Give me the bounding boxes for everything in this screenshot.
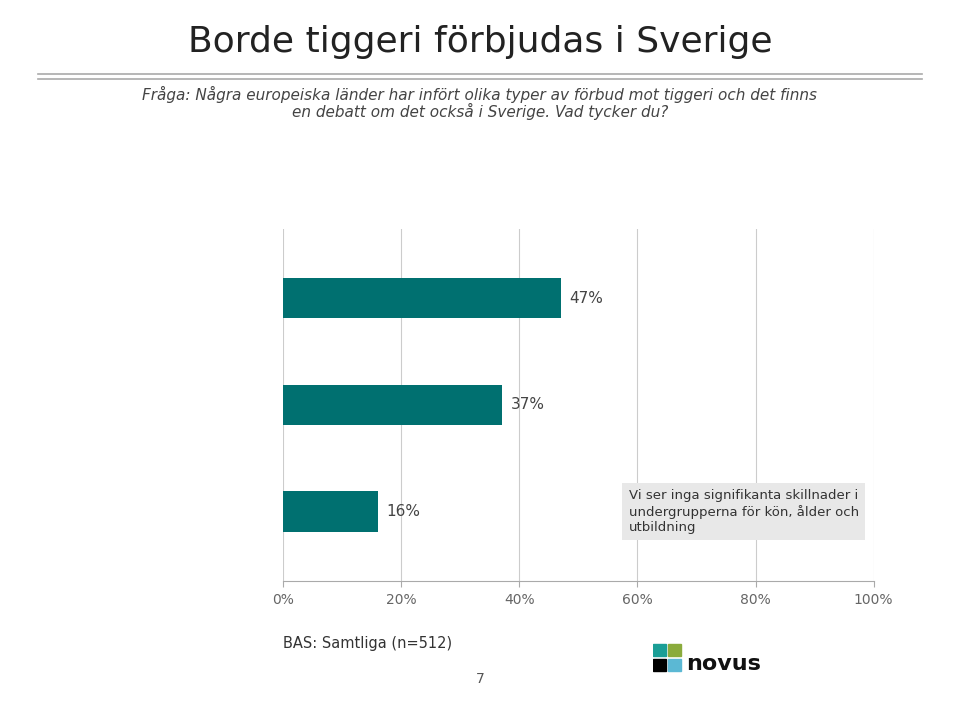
Text: BAS: Samtliga (n=512): BAS: Samtliga (n=512) xyxy=(283,636,452,651)
Text: Vi ser inga signifikanta skillnader i
undergrupperna för kön, ålder och
utbildni: Vi ser inga signifikanta skillnader i un… xyxy=(629,489,858,534)
Bar xyxy=(283,491,377,532)
Bar xyxy=(668,643,682,656)
Bar xyxy=(283,278,561,318)
Bar xyxy=(653,659,666,672)
Text: novus: novus xyxy=(686,654,761,674)
Text: Fråga: Några europeiska länder har infört olika typer av förbud mot tiggeri och : Fråga: Några europeiska länder har inför… xyxy=(142,86,818,103)
Text: 37%: 37% xyxy=(511,397,544,413)
Text: 16%: 16% xyxy=(387,504,420,519)
Text: Borde tiggeri förbjudas i Sverige: Borde tiggeri förbjudas i Sverige xyxy=(188,25,772,58)
Bar xyxy=(668,659,682,672)
Text: 7: 7 xyxy=(475,672,485,686)
Bar xyxy=(653,643,666,656)
Text: 47%: 47% xyxy=(569,291,604,306)
Text: en debatt om det också i Sverige. Vad tycker du?: en debatt om det också i Sverige. Vad ty… xyxy=(292,103,668,120)
Bar xyxy=(283,384,502,425)
